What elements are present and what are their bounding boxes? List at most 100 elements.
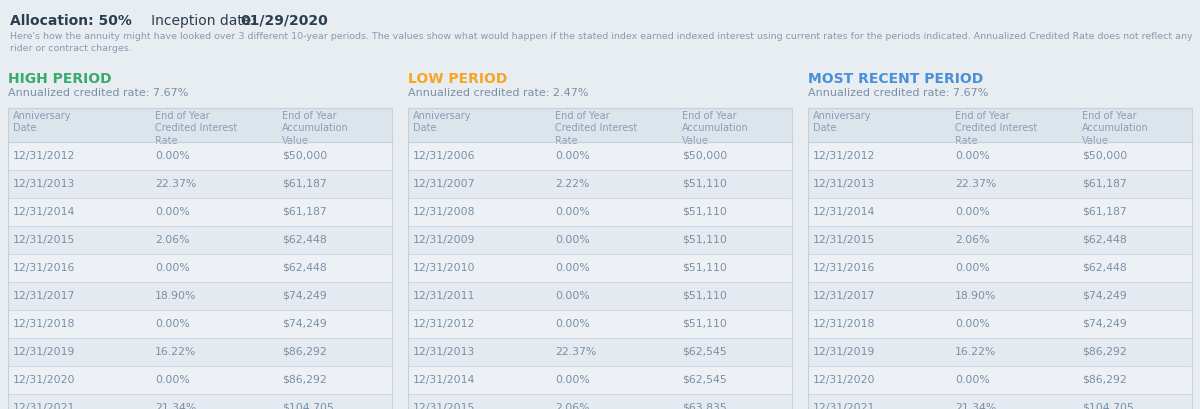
Bar	[408, 366, 792, 394]
Text: 12/31/2009: 12/31/2009	[413, 235, 475, 245]
Bar	[408, 226, 792, 254]
Bar	[408, 108, 792, 142]
Text: 21.34%: 21.34%	[955, 403, 996, 409]
Bar	[408, 310, 792, 338]
Text: 22.37%: 22.37%	[556, 347, 596, 357]
Text: 01/29/2020: 01/29/2020	[240, 14, 328, 28]
Bar	[808, 108, 1192, 409]
Text: End of Year
Credited Interest
Rate: End of Year Credited Interest Rate	[556, 111, 637, 146]
Text: 0.00%: 0.00%	[155, 319, 190, 329]
Text: End of Year
Accumulation
Value: End of Year Accumulation Value	[282, 111, 348, 146]
Text: 12/31/2012: 12/31/2012	[413, 319, 475, 329]
Text: $86,292: $86,292	[1082, 347, 1127, 357]
Bar	[808, 310, 1192, 338]
Text: 12/31/2013: 12/31/2013	[814, 179, 875, 189]
Text: $61,187: $61,187	[1082, 179, 1127, 189]
Text: 18.90%: 18.90%	[155, 291, 197, 301]
Text: 0.00%: 0.00%	[155, 375, 190, 385]
Text: Annualized credited rate: 7.67%: Annualized credited rate: 7.67%	[8, 88, 188, 98]
Text: $51,110: $51,110	[682, 235, 727, 245]
Text: $62,448: $62,448	[1082, 235, 1127, 245]
Text: $50,000: $50,000	[282, 151, 328, 161]
Text: $50,000: $50,000	[1082, 151, 1127, 161]
Text: 0.00%: 0.00%	[955, 207, 990, 217]
Text: Annualized credited rate: 2.47%: Annualized credited rate: 2.47%	[408, 88, 588, 98]
Text: 0.00%: 0.00%	[955, 151, 990, 161]
Text: $61,187: $61,187	[282, 207, 326, 217]
Text: 22.37%: 22.37%	[155, 179, 197, 189]
Bar	[408, 254, 792, 282]
Bar	[808, 170, 1192, 198]
Text: 12/31/2013: 12/31/2013	[13, 179, 76, 189]
Text: $61,187: $61,187	[1082, 207, 1127, 217]
Text: $74,249: $74,249	[1082, 291, 1127, 301]
Text: 0.00%: 0.00%	[556, 375, 590, 385]
Text: HIGH PERIOD: HIGH PERIOD	[8, 72, 112, 86]
Text: 12/31/2008: 12/31/2008	[413, 207, 475, 217]
Text: 0.00%: 0.00%	[155, 151, 190, 161]
Text: 22.37%: 22.37%	[955, 179, 996, 189]
Text: $51,110: $51,110	[682, 179, 727, 189]
Text: $74,249: $74,249	[282, 291, 326, 301]
Text: Inception date:: Inception date:	[138, 14, 260, 28]
Text: 12/31/2014: 12/31/2014	[413, 375, 475, 385]
Text: 0.00%: 0.00%	[155, 207, 190, 217]
Text: $62,545: $62,545	[682, 347, 726, 357]
Text: $63,835: $63,835	[682, 403, 726, 409]
Text: 12/31/2010: 12/31/2010	[413, 263, 475, 273]
Text: 12/31/2006: 12/31/2006	[413, 151, 475, 161]
Text: 2.06%: 2.06%	[155, 235, 190, 245]
Text: 12/31/2019: 12/31/2019	[13, 347, 76, 357]
Text: End of Year
Accumulation
Value: End of Year Accumulation Value	[1082, 111, 1148, 146]
Text: 2.06%: 2.06%	[955, 235, 990, 245]
Text: $51,110: $51,110	[682, 207, 727, 217]
Text: 0.00%: 0.00%	[556, 263, 590, 273]
Text: 12/31/2007: 12/31/2007	[413, 179, 475, 189]
Bar	[808, 282, 1192, 310]
Text: 0.00%: 0.00%	[556, 235, 590, 245]
Text: 0.00%: 0.00%	[155, 263, 190, 273]
Bar	[8, 108, 392, 409]
Text: 12/31/2017: 12/31/2017	[13, 291, 76, 301]
Text: 16.22%: 16.22%	[155, 347, 197, 357]
Bar	[808, 254, 1192, 282]
Text: 12/31/2018: 12/31/2018	[814, 319, 875, 329]
Bar	[808, 394, 1192, 409]
Text: 12/31/2021: 12/31/2021	[13, 403, 76, 409]
Text: $61,187: $61,187	[282, 179, 326, 189]
Text: $51,110: $51,110	[682, 319, 727, 329]
Text: $62,448: $62,448	[282, 263, 326, 273]
Text: $104,705: $104,705	[1082, 403, 1134, 409]
Bar	[8, 394, 392, 409]
Text: 12/31/2015: 12/31/2015	[413, 403, 475, 409]
Text: 12/31/2015: 12/31/2015	[13, 235, 76, 245]
Text: $86,292: $86,292	[282, 347, 326, 357]
Bar	[408, 198, 792, 226]
Text: 21.34%: 21.34%	[155, 403, 197, 409]
Text: End of Year
Credited Interest
Rate: End of Year Credited Interest Rate	[155, 111, 238, 146]
Text: 2.06%: 2.06%	[556, 403, 589, 409]
Text: $74,249: $74,249	[282, 319, 326, 329]
Text: 12/31/2017: 12/31/2017	[814, 291, 875, 301]
Text: 12/31/2012: 12/31/2012	[13, 151, 76, 161]
Text: 12/31/2018: 12/31/2018	[13, 319, 76, 329]
Text: 0.00%: 0.00%	[556, 207, 590, 217]
Text: 12/31/2015: 12/31/2015	[814, 235, 875, 245]
Bar	[8, 198, 392, 226]
Text: 0.00%: 0.00%	[955, 319, 990, 329]
Text: 12/31/2014: 12/31/2014	[814, 207, 875, 217]
Text: 18.90%: 18.90%	[955, 291, 996, 301]
Text: Allocation: 50%: Allocation: 50%	[10, 14, 132, 28]
Bar	[408, 282, 792, 310]
Text: 12/31/2020: 12/31/2020	[13, 375, 76, 385]
Bar	[8, 366, 392, 394]
Text: 12/31/2016: 12/31/2016	[814, 263, 875, 273]
Text: End of Year
Credited Interest
Rate: End of Year Credited Interest Rate	[955, 111, 1037, 146]
Text: Anniversary
Date: Anniversary Date	[413, 111, 472, 133]
Bar	[808, 108, 1192, 142]
Text: $62,448: $62,448	[282, 235, 326, 245]
Bar	[808, 198, 1192, 226]
Text: 16.22%: 16.22%	[955, 347, 996, 357]
Text: 0.00%: 0.00%	[556, 291, 590, 301]
Text: 12/31/2021: 12/31/2021	[814, 403, 875, 409]
